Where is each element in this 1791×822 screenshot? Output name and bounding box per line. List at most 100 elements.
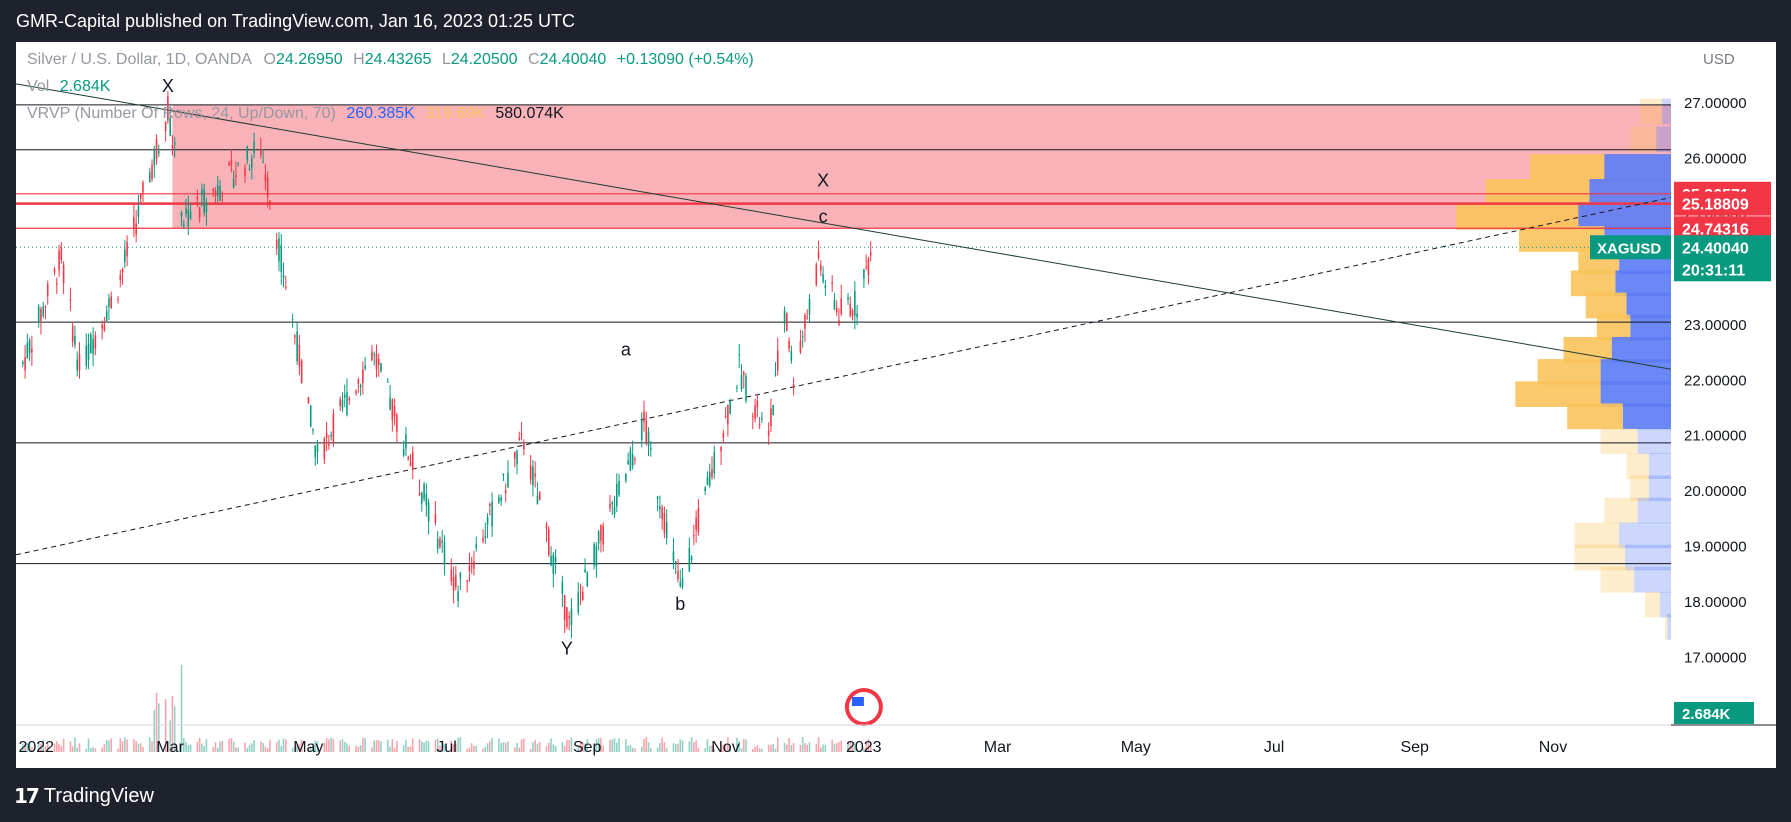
candle-body <box>371 351 373 361</box>
countdown-label: 20:31:11 <box>1682 262 1745 279</box>
volume-bar <box>532 742 534 752</box>
volume-bar <box>581 742 584 752</box>
chart-panel[interactable]: XXcabYUSD27.0000026.0000025.0000024.0000… <box>16 42 1776 768</box>
price-chart[interactable]: XXcabYUSD27.0000026.0000025.0000024.0000… <box>16 42 1776 768</box>
candle-body <box>348 398 351 401</box>
candle-body <box>758 423 761 426</box>
volume-bar <box>597 738 600 752</box>
vrvp-legend: VRVP (Number Of Rows, 24, Up/Down, 70) 2… <box>27 105 564 123</box>
candle-body <box>806 317 809 319</box>
volume-profile-up-bar <box>1611 336 1671 363</box>
symbol-name: Silver / U.S. Dollar, 1D, OANDA <box>27 51 252 68</box>
candle-body <box>142 182 144 193</box>
candle-body <box>647 431 650 447</box>
candle-body <box>504 490 507 494</box>
volume-profile-up-bar <box>1667 613 1671 640</box>
volume-bar <box>92 747 94 752</box>
candle-body <box>690 556 693 560</box>
candle-body <box>69 299 72 301</box>
volume-bar <box>203 746 205 752</box>
volume-bar <box>500 742 502 752</box>
volume-bar <box>439 745 441 752</box>
volume-bar <box>44 746 47 752</box>
volume-profile-up-bar <box>1637 497 1671 524</box>
volume-bar <box>137 743 140 752</box>
candle-body <box>92 338 94 355</box>
volume-bar <box>421 741 423 752</box>
candle-body <box>196 196 199 200</box>
candle-body <box>44 306 47 308</box>
candle-body <box>547 529 550 555</box>
volume-bar <box>761 748 763 752</box>
candle-body <box>847 296 849 300</box>
candle-body <box>275 239 278 249</box>
volume-bar <box>457 737 459 752</box>
candle-body <box>427 502 430 522</box>
candle-body <box>788 341 790 349</box>
volume-bar <box>738 740 741 752</box>
candle-body <box>552 554 555 574</box>
volume-bar <box>788 738 790 752</box>
candle-body <box>538 492 541 501</box>
volume-bar <box>736 737 738 752</box>
candle-body <box>534 473 536 477</box>
volume-bar <box>756 745 759 752</box>
volume-bar <box>76 747 79 752</box>
y-tick-label: 26.00000 <box>1684 151 1747 168</box>
low-value: 24.20500 <box>450 51 518 68</box>
candle-body <box>387 381 389 383</box>
volume-profile-down-bar <box>1585 292 1627 319</box>
candle-body <box>269 200 271 204</box>
volume-bar <box>393 747 396 752</box>
candle-body <box>300 360 303 384</box>
candle-body <box>103 325 106 331</box>
volume-bar <box>534 739 536 752</box>
volume-bar <box>815 743 818 752</box>
candle-body <box>600 524 602 541</box>
candle-body <box>752 415 754 417</box>
volume-bar <box>85 748 88 752</box>
candle-body <box>126 242 128 257</box>
candle-body <box>579 591 582 593</box>
volume-bar <box>688 741 691 752</box>
volume-bar <box>312 743 314 752</box>
volume-bar <box>740 748 743 752</box>
candle-body <box>37 306 40 323</box>
candle-body <box>284 286 287 288</box>
candle-body <box>507 472 509 487</box>
tradingview-footer[interactable]: 17 TradingView <box>14 784 154 808</box>
candle-body <box>577 592 580 613</box>
candle-body <box>581 591 584 601</box>
volume-bar <box>677 743 679 752</box>
volume-bar <box>833 743 836 752</box>
volume-bar <box>121 741 124 752</box>
volume-bar <box>550 738 552 752</box>
volume-bar <box>792 742 795 752</box>
candle-body <box>294 335 296 338</box>
candle-body <box>76 359 79 371</box>
volume-bar <box>260 741 262 752</box>
volume-bar <box>708 745 711 752</box>
volume-bar <box>284 739 287 752</box>
volume-bar <box>316 741 319 752</box>
candle-body <box>457 591 459 601</box>
candle-body <box>244 167 246 176</box>
volume-bar <box>679 739 682 752</box>
candle-body <box>693 535 695 537</box>
candle-body <box>375 353 378 370</box>
candle-body <box>663 513 666 534</box>
candle-body <box>212 188 215 191</box>
volume-bar <box>164 699 167 752</box>
candle-body <box>856 313 858 318</box>
volume-bar <box>690 737 693 752</box>
candle-body <box>148 172 151 183</box>
candle-body <box>185 208 187 214</box>
ascending-dashed-trendline <box>16 196 1672 556</box>
volume-bar <box>173 706 176 752</box>
volume-bar <box>78 743 81 752</box>
volume-bar <box>26 743 29 752</box>
candle-body <box>450 569 453 582</box>
volume-bar <box>103 744 106 752</box>
volume-bar <box>94 748 97 752</box>
candle-body <box>108 298 110 308</box>
